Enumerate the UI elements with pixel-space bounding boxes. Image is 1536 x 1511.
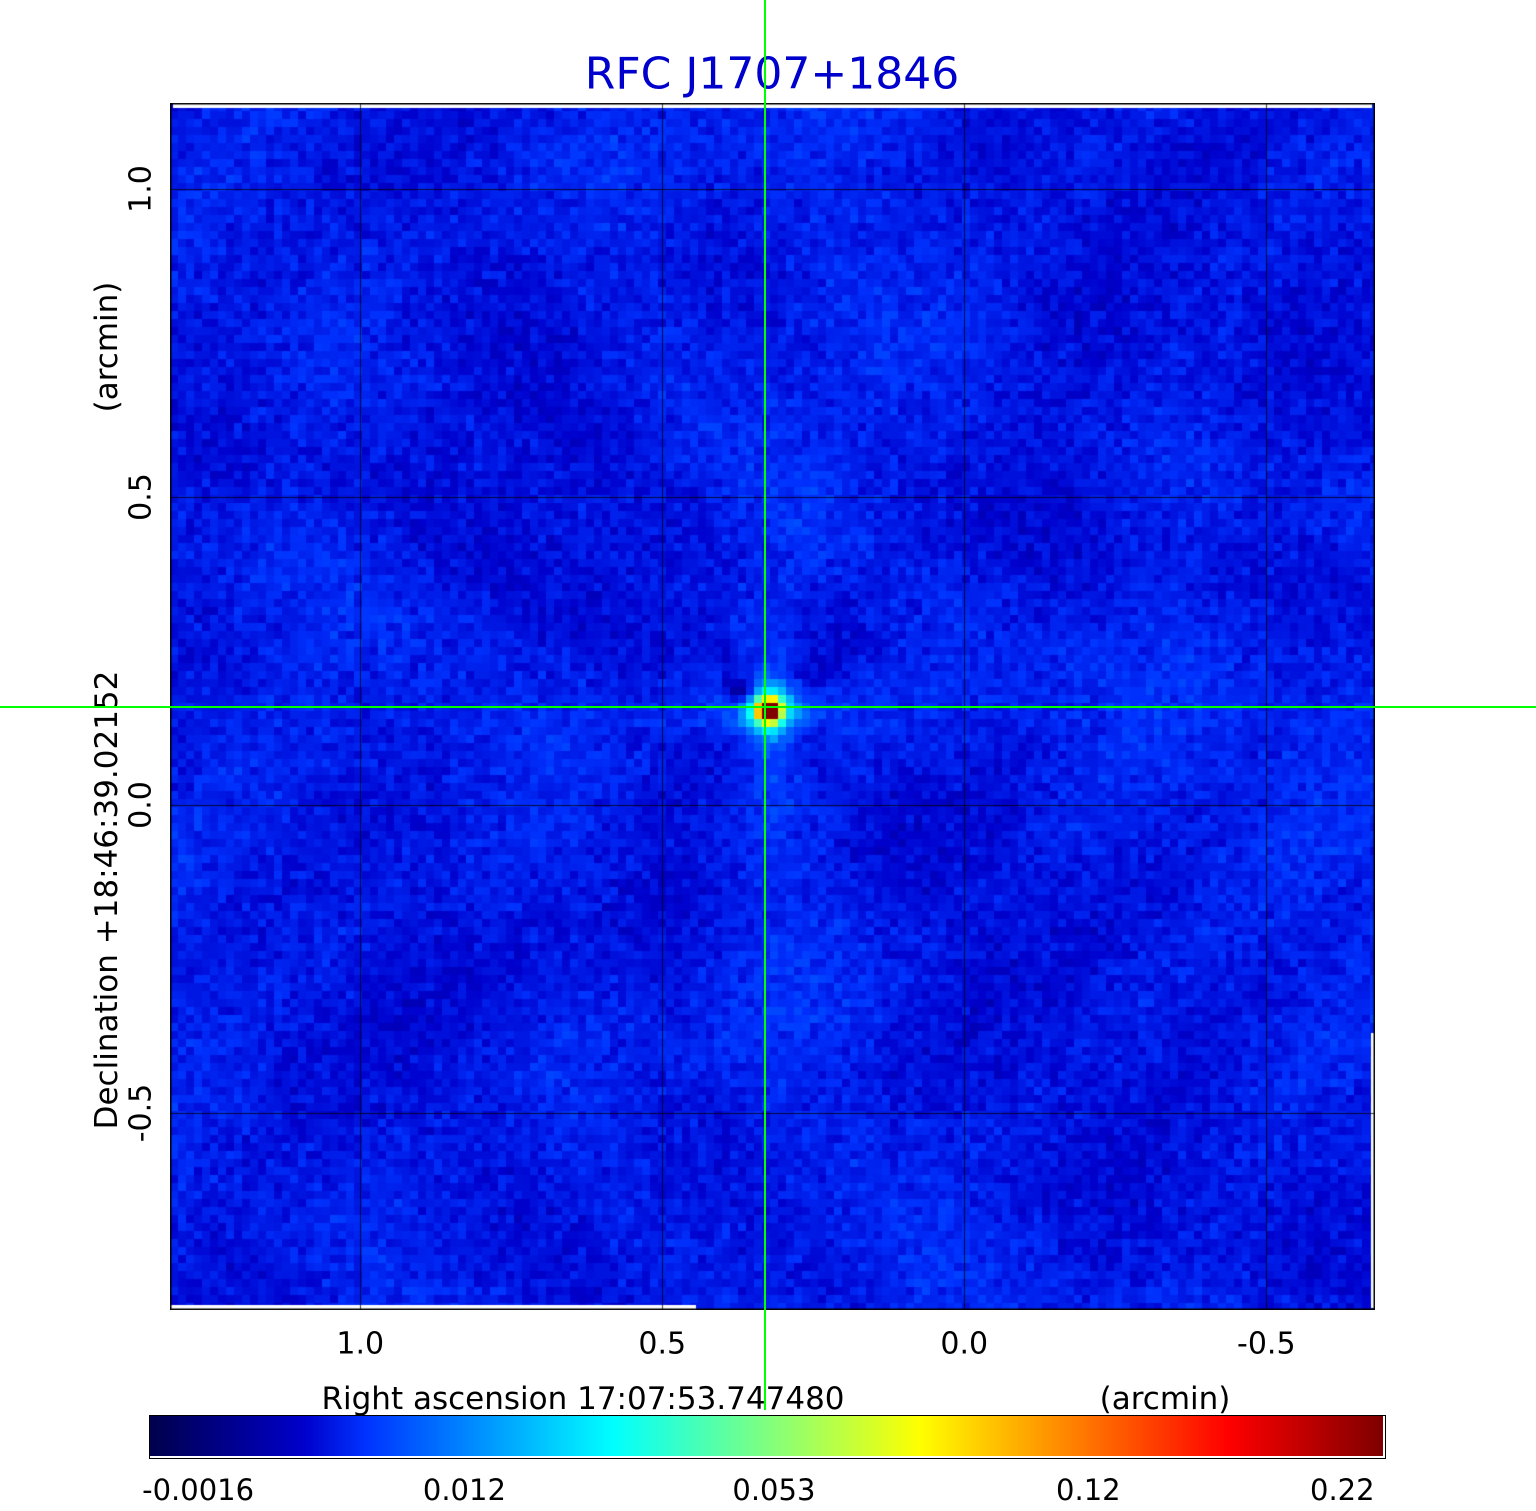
x-tick-label: 0.5 <box>638 1326 687 1362</box>
y-tick-label: 0.5 <box>123 473 159 521</box>
colorbar-tick-label: 0.053 <box>732 1473 816 1507</box>
y-tick-label: -0.5 <box>123 1083 159 1143</box>
x-tick-label: 0.0 <box>940 1326 989 1362</box>
colorbar-tick-label: 0.012 <box>422 1473 506 1507</box>
y-axis-label: Declination +18:46:39.02152 <box>89 670 125 1130</box>
y-axis-unit-label: (arcmin) <box>89 281 125 413</box>
x-tick-label: 1.0 <box>336 1326 385 1362</box>
colorbar-gradient-canvas <box>150 1416 1383 1456</box>
x-axis-unit-label: (arcmin) <box>1099 1381 1231 1417</box>
colorbar-tick-label: 0.22 <box>1310 1473 1375 1507</box>
x-tick-label: -0.5 <box>1236 1326 1296 1362</box>
colorbar-tick-label: 0.12 <box>1056 1473 1121 1507</box>
plot-title: RFC J1707+1846 <box>584 48 960 100</box>
colorbar-tick-label: -0.0016 <box>142 1473 255 1507</box>
y-tick-label: 0.0 <box>123 781 159 829</box>
crosshair-horizontal-line <box>0 705 1536 708</box>
crosshair-vertical-line <box>763 0 766 1410</box>
x-axis-label: Right ascension 17:07:53.747480 <box>321 1381 845 1417</box>
y-tick-label: 1.0 <box>123 165 159 214</box>
colorbar <box>149 1415 1386 1459</box>
